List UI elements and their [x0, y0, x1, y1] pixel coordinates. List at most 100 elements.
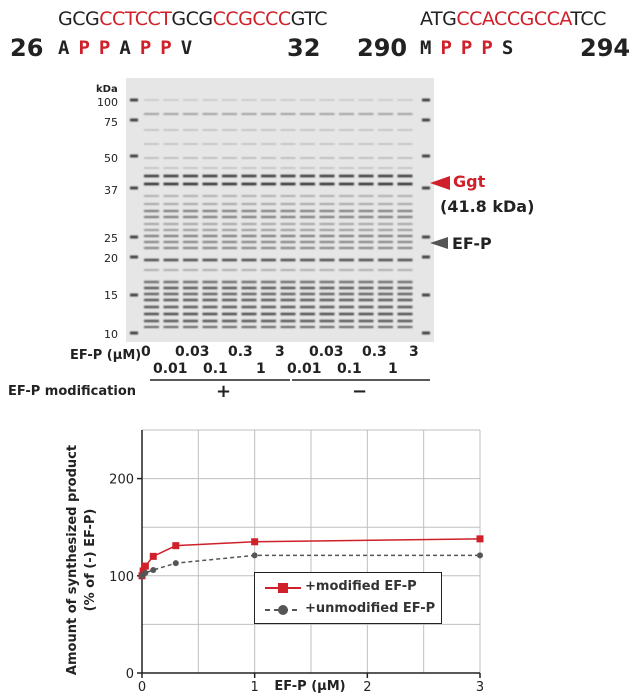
gel-band: [261, 210, 276, 212]
gel-band: [183, 143, 198, 145]
gel-band: [163, 129, 179, 131]
gel-band: [222, 298, 237, 302]
gel-band: [300, 241, 315, 243]
gel-band: [183, 157, 198, 159]
gel-band: [222, 210, 237, 212]
gel-band: [397, 99, 413, 101]
gel-band: [222, 319, 237, 323]
gel-band: [397, 305, 413, 309]
gel-band: [397, 203, 413, 205]
protein-left-residue: V: [180, 37, 202, 59]
marker-label-10: 10: [104, 328, 118, 341]
gel-band: [339, 305, 354, 309]
gel-band: [339, 174, 354, 178]
gel-band: [241, 203, 257, 205]
gel-band: [183, 229, 198, 231]
gel-band: [183, 235, 198, 237]
gel-band: [319, 247, 335, 249]
gel-band: [280, 113, 296, 115]
gel-band: [261, 167, 276, 169]
gel-band: [241, 319, 257, 323]
protein-sequence-right: MPPPS: [420, 37, 522, 59]
gel-band: [241, 216, 257, 218]
gel-band: [300, 312, 315, 316]
chart-legend: +modified EF-P +unmodified EF-P: [254, 572, 442, 624]
gel-band: [261, 305, 276, 309]
gel-band: [358, 143, 374, 145]
gel-band: [222, 167, 237, 169]
dna-right-segment: TCC: [570, 8, 606, 30]
marker-band: [422, 98, 430, 102]
gel-band: [261, 203, 276, 205]
gel-band: [202, 280, 218, 284]
gel-band: [300, 174, 315, 178]
data-point-modified: [149, 552, 157, 560]
gel-band: [222, 157, 237, 159]
dna-left-segment: GCG: [58, 8, 100, 30]
dna-sequence-left: GCGCCTCCTGCGCCGCCCGTC: [58, 8, 327, 30]
gel-band: [241, 210, 257, 212]
gel-band: [358, 195, 374, 197]
marker-label-50: 50: [104, 152, 118, 165]
gel-band: [163, 292, 179, 296]
gel-band: [144, 203, 159, 205]
gel-band: [222, 223, 237, 225]
gel-band: [222, 280, 237, 284]
gel-band: [144, 286, 159, 290]
gel-band: [261, 129, 276, 131]
gel-band: [339, 182, 354, 186]
gel-band: [261, 292, 276, 296]
conc-label-0.3: 0.3: [228, 344, 253, 360]
conc-label-0.03-b: 0.03: [309, 344, 344, 360]
gel-band: [300, 195, 315, 197]
gel-band: [163, 182, 179, 186]
gel-band: [261, 298, 276, 302]
gel-band: [397, 157, 413, 159]
gel-band: [358, 210, 374, 212]
gel-band: [397, 216, 413, 218]
gel-band: [378, 129, 393, 131]
gel-band: [339, 235, 354, 237]
gel-band: [339, 241, 354, 243]
gel-band: [222, 312, 237, 316]
gel-band: [397, 195, 413, 197]
protein-left-residue: A: [58, 37, 79, 59]
gel-band: [319, 280, 335, 284]
ggt-mass-label: (41.8 kDa): [440, 197, 535, 216]
gel-band: [339, 247, 354, 249]
gel-band: [261, 195, 276, 197]
gel-band: [202, 143, 218, 145]
gel-band: [300, 203, 315, 205]
gel-band: [378, 182, 393, 186]
gel-band: [397, 235, 413, 237]
gel-band: [183, 292, 198, 296]
protein-left-residue: P: [139, 37, 161, 59]
gel-band: [300, 326, 315, 328]
gel-band: [261, 241, 276, 243]
gel-band: [202, 203, 218, 205]
conc-label-0.01: 0.01: [153, 361, 188, 377]
marker-band: [422, 186, 430, 190]
gel-band: [144, 129, 159, 131]
gel-band: [378, 99, 393, 101]
gel-band: [163, 229, 179, 231]
gel-band: [261, 269, 276, 271]
residue-start-left: 26: [10, 34, 44, 62]
y-tick-label: 0: [126, 667, 134, 682]
residue-end-left: 32: [287, 34, 321, 62]
marker-label-37: 37: [104, 184, 118, 197]
gel-band: [358, 298, 374, 302]
gel-band: [241, 312, 257, 316]
kda-header: kDa: [96, 84, 118, 95]
gel-band: [319, 195, 335, 197]
gel-band: [358, 247, 374, 249]
gel-band: [222, 182, 237, 186]
gel-band: [222, 229, 237, 231]
marker-band: [130, 98, 138, 102]
gel-band: [144, 247, 159, 249]
gel-band: [397, 292, 413, 296]
gel-band: [378, 210, 393, 212]
gel-band: [241, 235, 257, 237]
gel-band: [163, 319, 179, 323]
gel-band: [222, 326, 237, 328]
